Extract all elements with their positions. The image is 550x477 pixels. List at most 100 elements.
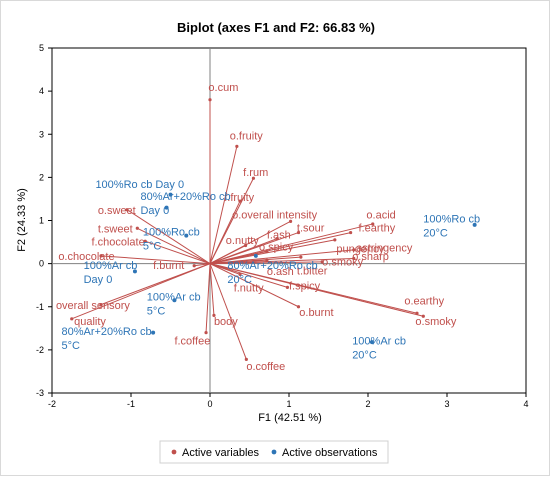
observation-label: 100%Ro cb <box>423 214 480 226</box>
observation-label: 20°C <box>423 228 448 240</box>
variable-label: body <box>214 316 238 328</box>
variable-label: o.spicy <box>259 242 294 254</box>
variable-point <box>251 176 256 180</box>
x-tick-label: 0 <box>207 399 212 409</box>
variable-label: f.ash <box>267 230 291 242</box>
variable-label: o.ash <box>267 266 294 278</box>
variable-label: astringency <box>356 243 413 255</box>
variable-label: f.rum <box>243 167 268 179</box>
observation-label: 80%Ar+20%Ro cb <box>140 191 230 203</box>
variable-label: o.cum <box>208 82 238 94</box>
variable-label: t.sweet <box>98 224 133 236</box>
variable-vector <box>145 240 211 265</box>
variable-label: o.sharp <box>352 251 389 263</box>
variable-point <box>288 219 293 223</box>
variable-point <box>238 199 242 203</box>
variable-label: o.acid <box>366 209 395 221</box>
variable-vector <box>137 227 211 265</box>
variable-point <box>135 226 139 230</box>
y-tick-label: 3 <box>39 129 44 139</box>
observation-label: Day 0 <box>84 274 113 286</box>
observation-point <box>253 253 258 258</box>
variable-point <box>296 305 301 309</box>
variable-label: o.burnt <box>299 307 333 319</box>
variable-label: t.bitter <box>297 265 328 277</box>
variable-point <box>299 255 303 259</box>
variable-label: f.fruity <box>224 192 254 204</box>
observation-label: 100%Ar cb <box>84 260 138 272</box>
variable-label: o.smoky <box>322 256 363 268</box>
variable-vector <box>209 200 241 264</box>
variable-point <box>244 357 248 361</box>
variable-label: f.nutty <box>234 283 264 295</box>
legend-item-observations: Active observations <box>282 447 378 459</box>
observation-point <box>132 269 137 274</box>
observation-label: 5°C <box>147 305 166 317</box>
variable-point <box>125 208 129 212</box>
variable-vector <box>209 146 238 264</box>
variable-point <box>320 260 324 264</box>
y-tick-label: 1 <box>39 216 44 226</box>
variable-vector <box>209 261 323 265</box>
x-tick-label: 2 <box>365 399 370 409</box>
x-tick-label: 4 <box>523 399 528 409</box>
variable-vector <box>209 263 424 317</box>
variable-point <box>333 238 337 242</box>
variable-vector <box>209 249 354 265</box>
observation-label: 100%Ar cb <box>352 336 406 348</box>
variable-point <box>243 243 248 248</box>
variable-vector <box>209 251 267 265</box>
variable-point <box>285 285 290 289</box>
variable-vector <box>209 245 246 265</box>
variable-vector <box>205 263 211 333</box>
variable-vector <box>209 238 278 265</box>
observation-point <box>164 205 169 210</box>
observation-point <box>172 298 177 303</box>
y-tick-label: -1 <box>36 302 44 312</box>
y-tick-label: 4 <box>39 86 44 96</box>
observation-label: 20°C <box>227 274 252 286</box>
variable-label: quality <box>74 316 106 328</box>
variable-label: o.earthy <box>404 296 444 308</box>
variable-label: o.overall intensity <box>232 209 317 221</box>
axes: -2 -1 0 1 2 3 4 -3 -2 -1 0 1 2 3 4 5 <box>36 43 529 409</box>
variable-vector <box>209 263 288 288</box>
variable-label: f.chocolate <box>92 237 145 249</box>
variable-point <box>212 313 216 317</box>
x-tick-label: 3 <box>444 399 449 409</box>
variable-label: o.nutty <box>226 235 260 247</box>
legend-marker-observations <box>271 449 277 455</box>
variable-vector <box>100 255 211 265</box>
variable-point <box>143 239 147 243</box>
variable-point <box>421 314 425 318</box>
variable-label: t.sour <box>297 222 325 234</box>
variable-vector <box>209 223 373 265</box>
variable-point <box>349 230 353 235</box>
y-tick-label: 2 <box>39 172 44 182</box>
variable-label: o.smoky <box>415 316 456 328</box>
y-tick-label: -2 <box>36 345 44 355</box>
variable-vector <box>209 263 299 308</box>
observation-point <box>151 330 156 335</box>
variable-point <box>70 317 74 321</box>
variable-point <box>371 222 375 226</box>
variable-point <box>99 302 103 307</box>
legend: Active variables Active observations <box>159 440 389 464</box>
variable-vector <box>71 263 211 320</box>
variable-vector <box>126 209 211 265</box>
observation-label: 100%Ar cb <box>147 291 201 303</box>
observation-label: 5°C <box>61 340 80 352</box>
variable-label: pungency <box>336 243 384 255</box>
variable-label: f.earthy <box>359 222 396 234</box>
variable-vector <box>209 263 215 316</box>
variable-point <box>235 144 239 148</box>
legend-item-variables: Active variables <box>182 447 260 459</box>
variable-vector <box>209 256 301 265</box>
variable-point <box>352 248 356 252</box>
variable-vector <box>194 263 211 267</box>
variable-label: o.chocolate <box>58 251 114 263</box>
variable-label: o.coffee <box>246 361 285 373</box>
variable-label: o.sweet <box>98 205 136 217</box>
